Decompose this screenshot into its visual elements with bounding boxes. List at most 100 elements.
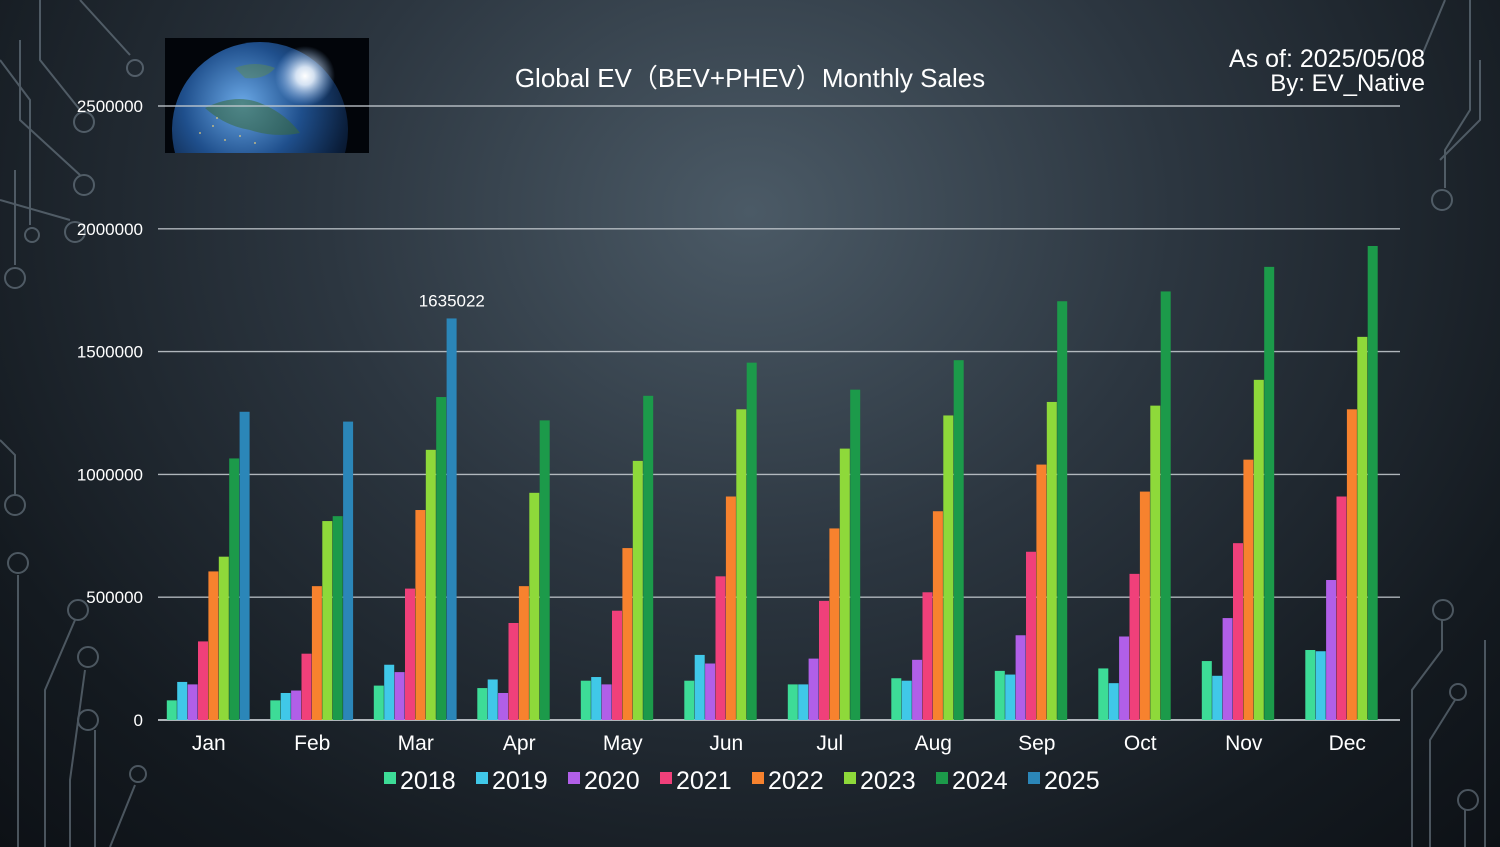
bar-feb-2022 [311, 586, 322, 720]
legend-label-2018: 2018 [400, 767, 456, 795]
bar-feb-2023 [322, 521, 333, 720]
chart-title: Global EV（BEV+PHEV）Monthly Sales [514, 63, 986, 93]
bar-dec-2024 [1367, 245, 1378, 720]
bar-feb-2024 [332, 516, 343, 720]
x-tick-label: May [603, 732, 643, 755]
bar-dec-2023 [1357, 336, 1368, 720]
x-tick-label: Sep [1018, 732, 1055, 755]
as-of-date: As of: 2025/05/08 [1229, 45, 1425, 73]
x-tick-label: Jul [816, 732, 843, 755]
bar-apr-2022 [518, 586, 529, 720]
bar-sep-2020 [1015, 635, 1026, 720]
legend-label-2020: 2020 [584, 767, 640, 795]
bar-feb-2020 [291, 690, 302, 720]
bar-oct-2018 [1098, 668, 1109, 720]
x-tick-label: Oct [1124, 732, 1157, 755]
author-credit: By: EV_Native [1270, 70, 1425, 97]
bar-jan-2025 [239, 411, 250, 720]
bar-oct-2021 [1129, 573, 1140, 720]
bar-jun-2024 [746, 362, 757, 720]
bar-jul-2023 [839, 448, 850, 720]
legend-swatch-2018 [384, 772, 396, 784]
annotations: 1635022 [419, 291, 485, 310]
bar-jun-2022 [725, 496, 736, 720]
grid-lines [158, 105, 1400, 721]
bar-mar-2019 [384, 664, 395, 720]
bar-aug-2018 [891, 678, 902, 720]
bar-jun-2023 [736, 409, 747, 720]
bar-oct-2019 [1108, 683, 1119, 720]
bar-may-2024 [643, 395, 654, 720]
y-tick-label: 1000000 [77, 465, 143, 484]
bar-apr-2021 [508, 622, 519, 720]
x-tick-label: Apr [503, 732, 536, 755]
x-tick-label: Jan [192, 732, 226, 755]
bar-jul-2019 [798, 684, 809, 720]
bar-sep-2023 [1046, 401, 1057, 720]
y-tick-label: 1500000 [77, 343, 143, 362]
x-tick-label: Mar [398, 732, 434, 755]
bar-aug-2024 [953, 360, 964, 720]
data-label: 1635022 [419, 291, 485, 310]
legend-label-2019: 2019 [492, 767, 548, 795]
bar-oct-2020 [1119, 636, 1130, 720]
x-axis-ticks: Jan Feb Mar Apr May Jun Jul Aug Sep Oct Nov Dec [192, 732, 1366, 755]
legend-swatch-2019 [476, 772, 488, 784]
bar-jan-2022 [208, 571, 219, 720]
bar-jun-2021 [715, 576, 726, 720]
bar-may-2023 [632, 460, 643, 720]
bar-jan-2021 [198, 641, 208, 720]
bar-mar-2018 [373, 685, 384, 720]
bar-jan-2020 [187, 684, 198, 720]
bar-apr-2020 [498, 692, 509, 720]
bar-feb-2025 [343, 421, 354, 720]
legend-label-2024: 2024 [952, 767, 1008, 795]
legend-swatch-2023 [844, 772, 856, 784]
bar-sep-2021 [1026, 551, 1036, 720]
bar-mar-2023 [425, 449, 436, 720]
x-tick-label: Aug [915, 732, 952, 755]
legend-swatch-2025 [1028, 772, 1040, 784]
bar-dec-2018 [1305, 650, 1316, 720]
bar-aug-2020 [912, 659, 923, 720]
legend-swatch-2022 [752, 772, 764, 784]
bar-feb-2021 [301, 653, 312, 720]
bar-jan-2023 [218, 556, 229, 720]
bar-may-2022 [622, 548, 633, 720]
x-tick-label: Dec [1329, 732, 1366, 755]
bar-mar-2025 [446, 318, 457, 720]
legend-swatch-2021 [660, 772, 672, 784]
bar-may-2020 [601, 684, 612, 720]
bar-apr-2019 [487, 679, 498, 720]
bar-apr-2018 [477, 688, 488, 720]
y-axis-ticks: 0 500000 1000000 1500000 2000000 2500000 [77, 97, 143, 730]
bar-jul-2020 [808, 658, 819, 720]
bar-nov-2020 [1222, 618, 1233, 720]
y-tick-label: 0 [134, 711, 143, 730]
legend: 2018 2019 2020 2021 2022 2023 2024 2025 [384, 767, 1100, 795]
bar-may-2019 [591, 677, 602, 720]
bar-mar-2024 [436, 397, 447, 720]
bar-may-2018 [580, 680, 591, 720]
bar-mar-2021 [405, 588, 415, 720]
legend-swatch-2024 [936, 772, 948, 784]
legend-swatch-2020 [568, 772, 580, 784]
bar-sep-2019 [1005, 674, 1016, 720]
legend-label-2023: 2023 [860, 767, 916, 795]
earth-globe-image [165, 38, 369, 153]
bar-nov-2018 [1201, 661, 1212, 720]
bar-may-2021 [612, 610, 622, 720]
x-tick-label: Feb [294, 732, 330, 755]
bar-jul-2024 [850, 389, 861, 720]
bar-feb-2018 [270, 700, 281, 720]
bar-dec-2021 [1336, 496, 1347, 720]
bar-dec-2022 [1346, 409, 1357, 720]
bar-sep-2018 [994, 670, 1005, 720]
bar-nov-2024 [1264, 266, 1275, 720]
bar-aug-2021 [922, 592, 933, 720]
bars [166, 245, 1378, 720]
x-tick-label: Nov [1225, 732, 1263, 755]
y-tick-label: 2500000 [77, 97, 143, 116]
